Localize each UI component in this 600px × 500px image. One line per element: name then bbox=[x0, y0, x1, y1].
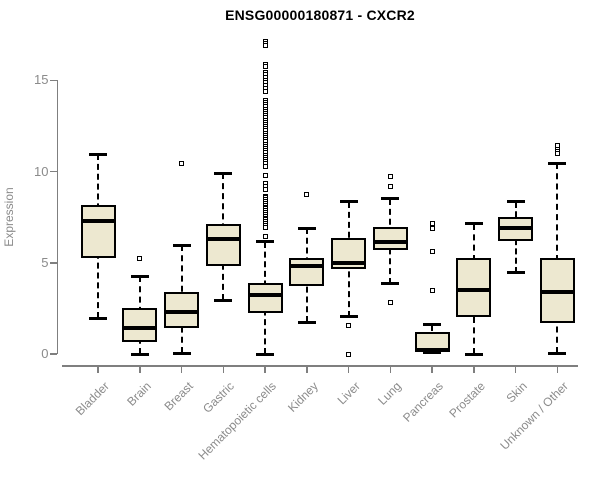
y-tick-label: 15 bbox=[34, 72, 49, 88]
outlier-point bbox=[387, 183, 393, 189]
chart-title: ENSG00000180871 - CXCR2 bbox=[225, 7, 415, 23]
x-tick bbox=[139, 366, 141, 373]
x-tick bbox=[514, 366, 517, 373]
box-lung bbox=[372, 227, 408, 250]
y-axis bbox=[56, 80, 59, 354]
median-line bbox=[414, 348, 450, 353]
whisker-cap-high bbox=[89, 152, 107, 156]
x-tick bbox=[264, 366, 266, 373]
x-tick bbox=[306, 366, 308, 373]
outlier-point bbox=[262, 88, 268, 94]
outlier-point bbox=[262, 43, 268, 49]
outlier-point bbox=[262, 172, 268, 178]
box-bladder bbox=[80, 205, 116, 259]
y-tick bbox=[50, 353, 57, 355]
box-brain bbox=[122, 308, 158, 343]
median-line bbox=[80, 218, 116, 223]
median-line bbox=[456, 288, 492, 293]
whisker-cap-low bbox=[172, 351, 191, 355]
outlier-point bbox=[429, 221, 435, 226]
whisker-cap-low bbox=[214, 298, 233, 302]
whisker-cap-high bbox=[423, 323, 441, 327]
y-axis-label: Expression bbox=[2, 187, 16, 247]
outlier-point bbox=[262, 64, 268, 70]
x-tick bbox=[473, 366, 475, 373]
median-line bbox=[498, 226, 533, 231]
box-prostate bbox=[456, 258, 492, 317]
whisker-cap-high bbox=[297, 226, 316, 230]
whisker-cap-high bbox=[172, 243, 191, 247]
x-tick bbox=[222, 366, 224, 373]
y-tick bbox=[50, 262, 57, 264]
x-tick bbox=[431, 366, 433, 373]
median-line bbox=[205, 237, 241, 242]
median-line bbox=[247, 292, 283, 297]
outlier-point bbox=[304, 191, 310, 197]
whisker-cap-high bbox=[214, 171, 233, 175]
outlier-point bbox=[346, 323, 351, 329]
y-tick bbox=[50, 79, 57, 81]
outlier-point bbox=[179, 160, 184, 166]
box-gastric bbox=[205, 224, 241, 267]
whisker-cap-high bbox=[256, 240, 274, 244]
whisker-cap-high bbox=[339, 200, 358, 204]
whisker-cap-low bbox=[339, 315, 358, 319]
whisker-cap-low bbox=[256, 352, 274, 356]
outlier-point bbox=[262, 224, 268, 230]
y-tick-label: 0 bbox=[41, 346, 49, 361]
box-kidney bbox=[289, 258, 325, 287]
outlier-point bbox=[262, 233, 268, 239]
y-tick-label: 5 bbox=[41, 254, 49, 270]
outlier-point bbox=[554, 150, 560, 156]
category-label: Unknown / Other bbox=[497, 379, 572, 453]
whisker-cap-low bbox=[89, 316, 107, 320]
median-line bbox=[331, 260, 366, 265]
median-line bbox=[289, 264, 325, 269]
x-tick bbox=[389, 366, 391, 373]
whisker-cap-high bbox=[130, 274, 149, 278]
whisker-cap-low bbox=[464, 352, 483, 356]
outlier-point bbox=[137, 255, 143, 261]
whisker-cap-low bbox=[506, 271, 525, 275]
whisker-cap-low bbox=[548, 351, 567, 355]
x-tick bbox=[97, 366, 99, 373]
outlier-point bbox=[429, 287, 435, 293]
y-tick-label: 10 bbox=[34, 163, 49, 179]
median-line bbox=[122, 326, 158, 331]
outlier-point bbox=[387, 173, 393, 179]
x-tick bbox=[180, 366, 183, 373]
whisker-cap-low bbox=[297, 320, 316, 324]
outlier-point bbox=[387, 300, 393, 306]
whisker-cap-high bbox=[381, 197, 400, 201]
whisker-cap-high bbox=[464, 222, 483, 225]
whisker-cap-low bbox=[381, 282, 400, 286]
whisker-cap-low bbox=[130, 352, 149, 356]
whisker bbox=[556, 163, 559, 354]
y-tick bbox=[50, 170, 57, 173]
x-tick bbox=[556, 366, 558, 373]
whisker-cap-high bbox=[506, 200, 525, 204]
outlier-point bbox=[262, 187, 268, 193]
x-axis bbox=[62, 365, 578, 367]
outlier-point bbox=[262, 163, 268, 169]
median-line bbox=[164, 310, 199, 315]
whisker-cap-high bbox=[548, 161, 567, 165]
box-hematopoietic-cells bbox=[247, 282, 283, 313]
median-line bbox=[539, 289, 575, 294]
median-line bbox=[372, 239, 408, 244]
outlier-point bbox=[346, 351, 351, 357]
outlier-point bbox=[429, 225, 435, 231]
x-tick bbox=[347, 366, 350, 373]
outlier-point bbox=[429, 249, 435, 255]
